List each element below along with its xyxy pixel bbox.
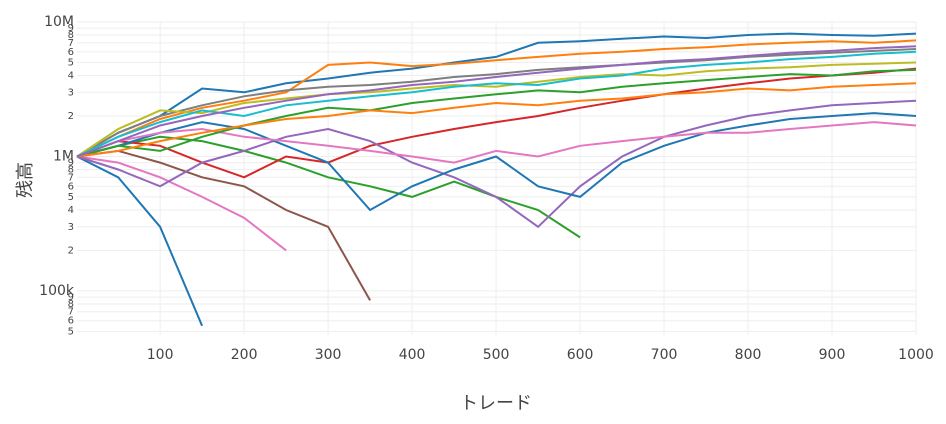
series-line: [76, 155, 204, 327]
series-line: [76, 61, 917, 158]
series-line: [76, 67, 917, 179]
y-tick-label: 6: [68, 316, 74, 327]
y-tick-label: 10M: [44, 14, 74, 30]
x-tick-label: 100: [147, 347, 174, 363]
x-tick-label: 700: [651, 347, 678, 363]
y-tick-label: 6: [68, 47, 74, 58]
series-line: [76, 45, 917, 158]
y-tick-label: 3: [68, 222, 74, 233]
y-tick-label: 2: [68, 111, 74, 122]
series-line: [76, 32, 917, 158]
x-tick-label: 400: [399, 347, 426, 363]
x-tick-label: 600: [567, 347, 594, 363]
y-tick-label: 3: [68, 87, 74, 98]
x-tick-label: 500: [483, 347, 510, 363]
x-tick-label: 800: [735, 347, 762, 363]
y-axis-label: 残高: [15, 162, 36, 198]
series-line: [76, 99, 917, 229]
y-tick-label: 4: [68, 205, 74, 216]
y-tick-label: 7: [68, 307, 74, 318]
y-tick-label: 7: [68, 38, 74, 49]
y-tick-label: 9: [68, 158, 74, 169]
series-line: [76, 68, 917, 158]
series-line: [76, 155, 287, 252]
y-tick-label: 4: [68, 71, 74, 82]
y-tick-label: 8: [68, 30, 74, 41]
y-tick-label: 5: [68, 57, 74, 68]
y-tick-label: 9: [68, 23, 74, 34]
x-tick-label: 200: [231, 347, 258, 363]
y-tick-label: 8: [68, 164, 74, 175]
series-line: [76, 39, 917, 158]
series-line: [76, 121, 917, 164]
x-tick-label: 1000: [898, 347, 934, 363]
x-axis-label: トレード: [460, 393, 532, 414]
y-tick-label: 5: [68, 192, 74, 203]
x-tick-label: 300: [315, 347, 342, 363]
y-tick-label: 1M: [53, 148, 74, 164]
y-tick-label: 5: [68, 326, 74, 337]
y-tick-label: 8: [68, 299, 74, 310]
series-line: [76, 82, 917, 158]
y-tick-label: 6: [68, 181, 74, 192]
y-tick-label: 2: [68, 245, 74, 256]
y-tick-label: 9: [68, 292, 74, 303]
y-tick-label: 7: [68, 172, 74, 183]
series-line: [76, 48, 917, 158]
series-line: [76, 112, 917, 212]
x-tick-label: 900: [819, 347, 846, 363]
y-tick-label: 100k: [39, 283, 75, 299]
series-line: [76, 149, 371, 301]
